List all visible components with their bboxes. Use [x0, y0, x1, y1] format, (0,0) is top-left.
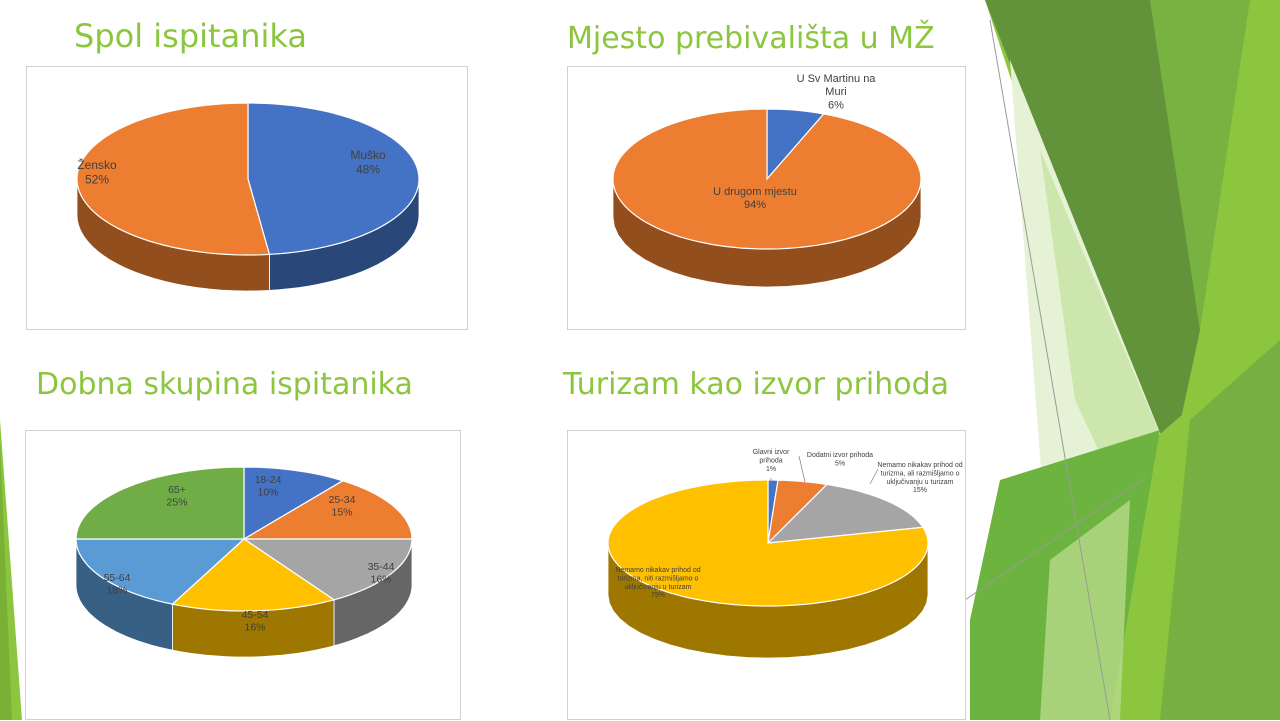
leader-line-nemamo-nikakav-prihod-od-turizma-ali-razmi-ljamo-o-uklju-ivanju-u-turizam — [869, 468, 879, 485]
slice-value-dodatni-izvor-prihoda: 5% — [835, 460, 845, 467]
pie-slices — [76, 102, 420, 256]
chart-title-age-group: Dobna skupina ispitanika — [36, 367, 413, 402]
slice-label-dodatni-izvor-prihoda: Dodatni izvor prihoda — [807, 452, 873, 459]
slice-label-18-24: 18-24 — [255, 474, 282, 486]
slice-value-u-drugom-mjestu: 94% — [744, 199, 766, 211]
slice-label-nemamo-nikakav-prihod-od-turizma-ali-razmi-ljamo-o-uklju-ivanju-u-turizam: uključivanju u turizam — [887, 479, 954, 486]
slice-label-65: 65+ — [168, 484, 186, 496]
slice-label-u-drugom-mjestu: U drugom mjestu — [713, 186, 797, 198]
pie-slice-35-44 — [242, 538, 413, 601]
pie-slice-dodatni-izvor-prihoda — [767, 479, 829, 545]
slice-label-45-54: 45-54 — [242, 609, 269, 621]
chart-frame-residence: U Sv Martinu na Muri 6% U drugom mjestu 94% — [567, 66, 966, 330]
slice-value-35-44: 16% — [370, 574, 391, 586]
slice-label-nemamo-nikakav-prihod-od-turizma-ali-razmi-ljamo-o-uklju-ivanju-u-turizam: turizma, ali razmišljamo o — [881, 470, 960, 477]
slice-value-nemamo-nikakav-prihod-od-turizma-ali-razmi-ljamo-o-uklju-ivanju-u-turizam: 15% — [913, 487, 927, 494]
chart-title-residence: Mjesto prebivališta u MŽ — [567, 21, 935, 56]
pie-slice-45-54 — [171, 538, 336, 612]
slice-label-nemamo-nikakav-prihod-od-turizma-niti-razmi-ljamo-o-uklju-ivanju-u-turizam: Nemamo nikakav prihod od — [615, 567, 700, 574]
pie-slices — [75, 466, 413, 612]
slice-label-u-sv-martinu-na-muri: U Sv Martinu na — [797, 73, 877, 85]
chart-frame-gender: Muško 48% Žensko 52% — [26, 66, 468, 330]
slice-value-ensko: 52% — [85, 172, 109, 186]
pie-slice-55-64 — [75, 538, 246, 605]
slice-label-55-64: 55-64 — [104, 572, 131, 584]
chart-title-gender: Spol ispitanika — [74, 17, 307, 55]
slice-value-45-54: 16% — [244, 622, 265, 634]
pie-slice-25-34 — [241, 480, 413, 540]
slice-value-u-sv-martinu-na-muri: 6% — [828, 99, 844, 111]
slice-label-nemamo-nikakav-prihod-od-turizma-niti-razmi-ljamo-o-uklju-ivanju-u-turizam: uključivanju u turizam — [625, 584, 692, 591]
slice-value-65: 25% — [166, 497, 187, 509]
slice-value-glavni-izvor-prihoda: 1% — [766, 466, 776, 473]
slice-value-18-24: 10% — [257, 487, 278, 499]
slice-label-mu-ko: Muško — [350, 148, 386, 162]
slice-label-glavni-izvor-prihoda: Glavni izvor — [753, 449, 790, 456]
chart-frame-age-group: 18-24 10% 25-34 15% 35-44 16% 45-54 16% 55-64 18%… — [25, 430, 461, 720]
pie-slice-ensko — [76, 102, 271, 256]
slice-value-nemamo-nikakav-prihod-od-turizma-niti-razmi-ljamo-o-uklju-ivanju-u-turizam: 79% — [651, 592, 665, 599]
pie-slice-mu-ko — [247, 102, 420, 256]
pie-slice-nemamo-nikakav-prihod-od-turizma-ali-razmi-ljamo-o-uklju-ivanju-u-turizam — [766, 483, 925, 544]
slice-value-mu-ko: 48% — [356, 162, 380, 176]
pie-slice-18-24 — [243, 466, 345, 541]
pie-sides — [75, 538, 413, 658]
slice-value-25-34: 15% — [331, 507, 352, 519]
pie-slices — [612, 108, 922, 250]
leader-line-dodatni-izvor-prihoda — [798, 455, 806, 483]
slice-label-35-44: 35-44 — [368, 561, 395, 573]
slice-value-55-64: 18% — [106, 585, 127, 597]
pie-slice-u-drugom-mjestu — [612, 108, 922, 250]
chart-title-tourism-income: Turizam kao izvor prihoda — [563, 367, 950, 402]
pie-slice-u-sv-martinu-na-muri — [766, 108, 825, 181]
slice-label-ensko: Žensko — [77, 157, 117, 172]
slice-label-nemamo-nikakav-prihod-od-turizma-niti-razmi-ljamo-o-uklju-ivanju-u-turizam: turizma, niti razmišljamo o — [618, 575, 699, 582]
pie-slices — [607, 479, 929, 607]
slice-label-25-34: 25-34 — [329, 494, 356, 506]
pie-labels: 18-2410%25-3415%35-4416%45-5416%55-6418%… — [104, 474, 395, 634]
pie-slice-nemamo-nikakav-prihod-od-turizma-niti-razmi-ljamo-o-uklju-ivanju-u-turizam — [607, 479, 929, 607]
pie-slice-65 — [75, 466, 245, 540]
slice-label-glavni-izvor-prihoda: prihoda — [759, 457, 782, 464]
slice-label-u-sv-martinu-na-muri: Muri — [825, 86, 846, 98]
slice-label-nemamo-nikakav-prihod-od-turizma-ali-razmi-ljamo-o-uklju-ivanju-u-turizam: Nemamo nikakav prihod od — [877, 462, 962, 469]
chart-frame-tourism-income: Glavni izvor prihoda 1% Dodatni izvor priho… — [567, 430, 966, 720]
